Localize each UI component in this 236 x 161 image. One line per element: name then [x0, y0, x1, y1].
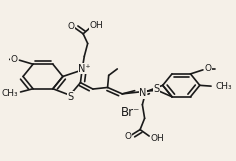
Text: CH₃: CH₃ [215, 82, 232, 91]
Text: S: S [153, 84, 159, 94]
Text: S: S [67, 92, 73, 102]
Text: O: O [204, 64, 211, 73]
Text: N: N [139, 88, 147, 98]
Text: O: O [11, 55, 18, 64]
Text: O: O [67, 22, 74, 31]
Text: Br⁻: Br⁻ [121, 106, 140, 119]
Text: N⁺: N⁺ [78, 64, 91, 74]
Text: OH: OH [150, 134, 164, 143]
Text: O: O [124, 132, 131, 141]
Text: CH₃: CH₃ [2, 89, 18, 98]
Text: OH: OH [89, 21, 103, 30]
